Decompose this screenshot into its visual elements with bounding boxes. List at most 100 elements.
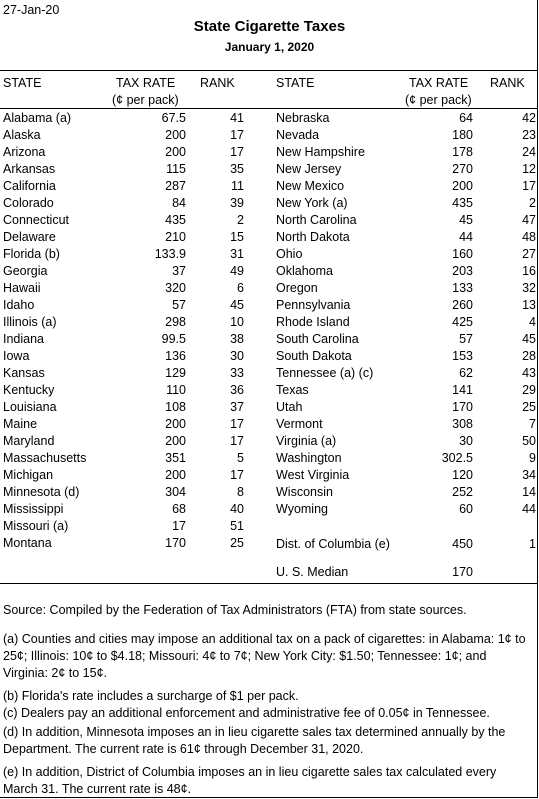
tax-rate: 210 bbox=[165, 230, 186, 244]
rank: 31 bbox=[230, 247, 244, 261]
rank: 5 bbox=[237, 451, 244, 465]
source-note: Source: Compiled by the Federation of Ta… bbox=[3, 603, 467, 617]
tax-rate: 67.5 bbox=[161, 111, 186, 125]
rank: 6 bbox=[237, 281, 244, 295]
rank: 9 bbox=[529, 451, 536, 465]
median-rate: 170 bbox=[452, 565, 473, 579]
footnote-b: (b) Florida's rate includes a surcharge … bbox=[3, 689, 299, 703]
state-name: Vermont bbox=[276, 417, 323, 431]
rank: 41 bbox=[230, 111, 244, 125]
rank: 38 bbox=[230, 332, 244, 346]
rank: 17 bbox=[230, 128, 244, 142]
tax-rate: 45 bbox=[459, 213, 473, 227]
header-rank-right: RANK bbox=[490, 76, 525, 90]
tax-rate: 120 bbox=[452, 468, 473, 482]
tax-rate: 136 bbox=[165, 349, 186, 363]
tax-rate: 17 bbox=[172, 519, 186, 533]
rank: 23 bbox=[522, 128, 536, 142]
rank: 49 bbox=[230, 264, 244, 278]
rank: 11 bbox=[231, 179, 244, 193]
rank: 2 bbox=[529, 196, 536, 210]
rank: 13 bbox=[522, 298, 536, 312]
header-state-left: STATE bbox=[3, 76, 42, 90]
footnote-c: (c) Dealers pay an additional enforcemen… bbox=[3, 706, 490, 720]
state-name: New Jersey bbox=[276, 162, 342, 176]
state-name: Missouri (a) bbox=[3, 519, 69, 533]
rank: 29 bbox=[522, 383, 536, 397]
state-name: Illinois (a) bbox=[3, 315, 57, 329]
state-name: Indiana bbox=[3, 332, 45, 346]
state-name: California bbox=[3, 179, 56, 193]
tax-rate: 129 bbox=[165, 366, 186, 380]
tax-rate: 99.5 bbox=[161, 332, 186, 346]
tax-rate: 133.9 bbox=[154, 247, 186, 261]
rank: 25 bbox=[230, 536, 244, 550]
tax-rate: 308 bbox=[452, 417, 473, 431]
rank: 2 bbox=[237, 213, 244, 227]
rank: 15 bbox=[230, 230, 244, 244]
tax-rate: 44 bbox=[459, 230, 473, 244]
rank: 16 bbox=[522, 264, 536, 278]
rank: 40 bbox=[230, 502, 244, 516]
tax-rate: 170 bbox=[452, 400, 473, 414]
state-name: North Dakota bbox=[276, 230, 350, 244]
state-name: Georgia bbox=[3, 264, 48, 278]
rank: 14 bbox=[522, 485, 536, 499]
tax-rate: 304 bbox=[165, 485, 186, 499]
rank: 25 bbox=[522, 400, 536, 414]
rank: 28 bbox=[522, 349, 536, 363]
dc-state: Dist. of Columbia (e) bbox=[276, 537, 390, 551]
rank: 45 bbox=[230, 298, 244, 312]
state-name: Kentucky bbox=[3, 383, 55, 397]
state-name: South Carolina bbox=[276, 332, 359, 346]
rank: 36 bbox=[230, 383, 244, 397]
tax-rate: 200 bbox=[452, 179, 473, 193]
state-name: New Mexico bbox=[276, 179, 345, 193]
dc-rate: 450 bbox=[452, 537, 473, 551]
tax-rate: 37 bbox=[172, 264, 186, 278]
tax-rate: 200 bbox=[165, 417, 186, 431]
rank: 17 bbox=[230, 468, 244, 482]
table-bottom-rule bbox=[0, 583, 538, 584]
tax-rate: 320 bbox=[165, 281, 186, 295]
tax-rate: 287 bbox=[165, 179, 186, 193]
median-label: U. S. Median bbox=[276, 565, 349, 579]
page-subtitle: January 1, 2020 bbox=[224, 40, 315, 54]
date-stamp: 27-Jan-20 bbox=[3, 3, 60, 17]
rank: 35 bbox=[230, 162, 244, 176]
state-name: Arkansas bbox=[3, 162, 56, 176]
state-name: Virginia (a) bbox=[276, 434, 337, 448]
tax-rate: 108 bbox=[165, 400, 186, 414]
state-name: Texas bbox=[276, 383, 309, 397]
state-name: Colorado bbox=[3, 196, 54, 210]
state-name: Connecticut bbox=[3, 213, 70, 227]
state-name: Ohio bbox=[276, 247, 303, 261]
page-title: State Cigarette Taxes bbox=[193, 18, 346, 35]
rank: 33 bbox=[230, 366, 244, 380]
state-name: Maryland bbox=[3, 434, 55, 448]
rank: 45 bbox=[522, 332, 536, 346]
state-name: South Dakota bbox=[276, 349, 352, 363]
rank: 4 bbox=[529, 315, 536, 329]
tax-rate: 351 bbox=[165, 451, 186, 465]
tax-rate: 153 bbox=[452, 349, 473, 363]
header-rank-left: RANK bbox=[200, 76, 235, 90]
header-tax-unit-left: (¢ per pack) bbox=[112, 93, 179, 107]
tax-rate: 435 bbox=[452, 196, 473, 210]
tax-rate: 203 bbox=[452, 264, 473, 278]
tax-rate: 200 bbox=[165, 434, 186, 448]
state-name: Oklahoma bbox=[276, 264, 333, 278]
header-top-rule bbox=[0, 70, 538, 71]
header-bottom-rule bbox=[0, 108, 538, 109]
header-tax-unit-right: (¢ per pack) bbox=[405, 93, 472, 107]
rank: 48 bbox=[522, 230, 536, 244]
state-name: Kansas bbox=[3, 366, 45, 380]
footnote-e: (e) In addition, District of Columbia im… bbox=[3, 765, 497, 796]
state-name: Iowa bbox=[3, 349, 30, 363]
state-name: Maine bbox=[3, 417, 38, 431]
tax-rate: 160 bbox=[452, 247, 473, 261]
rank: 17 bbox=[522, 179, 536, 193]
footnote-d: (d) In addition, Minnesota imposes an in… bbox=[3, 725, 506, 756]
state-name: Delaware bbox=[3, 230, 56, 244]
